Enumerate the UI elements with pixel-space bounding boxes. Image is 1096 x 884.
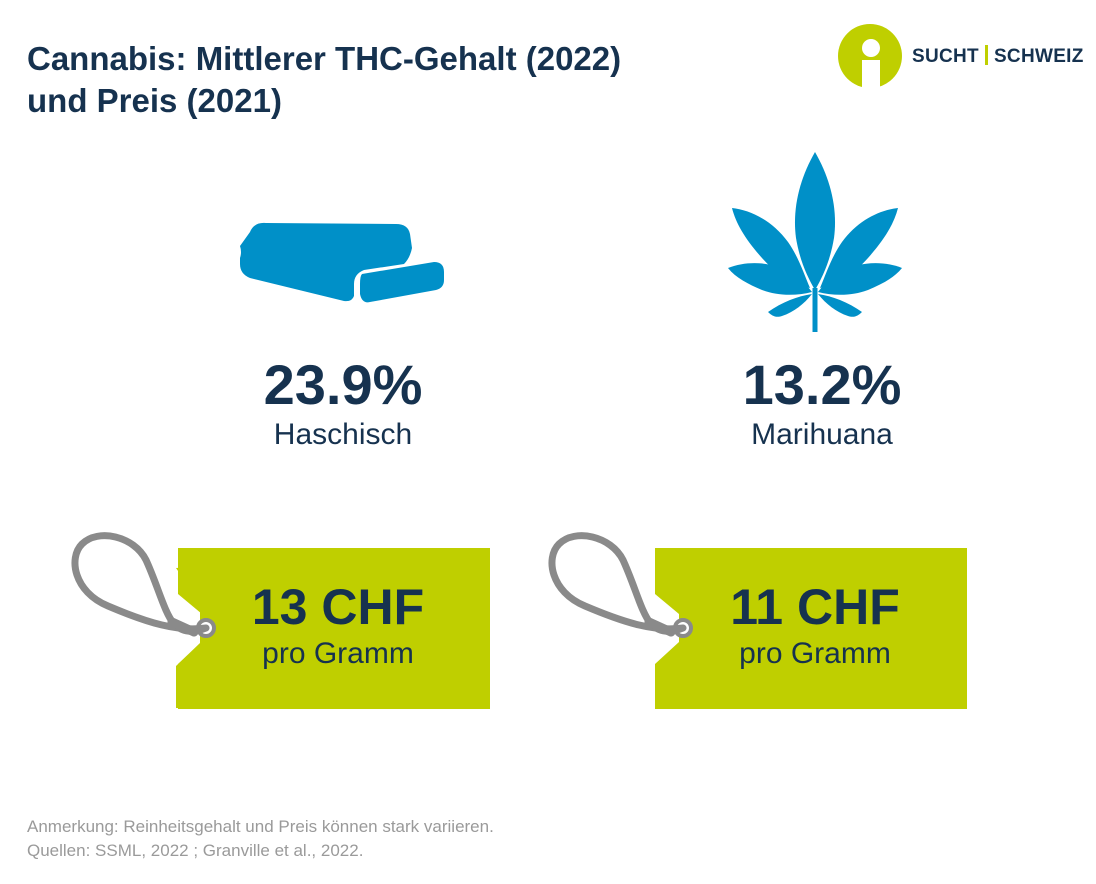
price-tag-icon <box>71 532 490 709</box>
price-unit: pro Gramm <box>739 637 891 670</box>
thc-stat-marihuana: 13.2% Marihuana <box>672 355 972 453</box>
price-tag-text: 13 CHF pro Gramm <box>218 578 458 672</box>
footer-note: Anmerkung: Reinheitsgehalt und Preis kön… <box>27 817 494 836</box>
product-name: Haschisch <box>273 418 413 451</box>
price-unit: pro Gramm <box>262 637 414 670</box>
title-line-2: und Preis (2021) <box>27 82 282 119</box>
hashish-block-icon <box>240 222 444 303</box>
thc-stat-haschisch: 23.9% Haschisch <box>193 355 493 453</box>
logo-wordmark: SUCHT SCHWEIZ <box>912 45 1084 68</box>
price-tag-marihuana: 11 CHF pro Gramm <box>545 528 975 718</box>
logo-separator <box>984 45 988 65</box>
logo-text-schweiz: SCHWEIZ <box>993 46 1084 67</box>
info-person-icon <box>838 24 902 88</box>
logo-text-sucht: SUCHT <box>912 46 979 67</box>
price-value: 11 CHF <box>730 579 900 635</box>
footer-sources: Quellen: SSML, 2022 ; Granville et al., … <box>27 841 364 860</box>
footer-notes: Anmerkung: Reinheitsgehalt und Preis kön… <box>27 815 494 863</box>
price-tag-icon <box>548 532 967 709</box>
thc-value: 23.9% <box>263 353 423 416</box>
price-tag-haschisch: 13 CHF pro Gramm <box>68 528 498 718</box>
price-tag-text: 11 CHF pro Gramm <box>695 578 935 672</box>
sucht-schweiz-logo: SUCHT SCHWEIZ <box>838 24 1088 88</box>
product-name: Marihuana <box>751 418 893 451</box>
cannabis-leaf-icon <box>728 152 902 332</box>
title-line-1: Cannabis: Mittlerer THC-Gehalt (2022) <box>27 40 622 77</box>
page-title: Cannabis: Mittlerer THC-Gehalt (2022) un… <box>27 38 787 122</box>
price-value: 13 CHF <box>251 579 425 635</box>
thc-value: 13.2% <box>742 353 902 416</box>
